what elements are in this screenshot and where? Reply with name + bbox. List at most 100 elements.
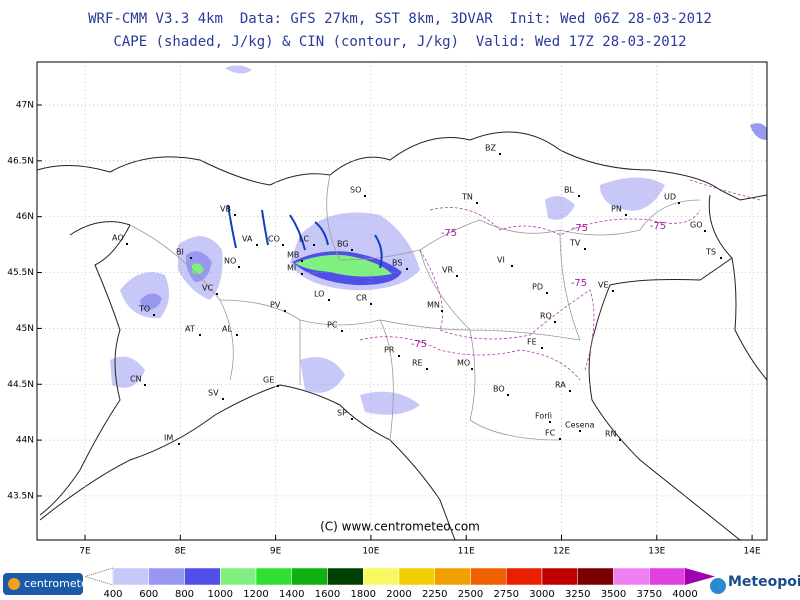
city-label: CO <box>268 235 280 244</box>
slovenia-border <box>708 194 733 259</box>
city-label: AL <box>222 325 232 334</box>
city-marker <box>546 292 548 294</box>
city-label: LC <box>299 235 309 244</box>
contour-label: -75 <box>572 223 588 234</box>
colorbar-label: 600 <box>139 589 158 600</box>
city-label: VE <box>598 281 609 290</box>
city-label: MN <box>427 301 440 310</box>
cape-area <box>295 254 392 277</box>
city-label: BS <box>392 259 402 268</box>
cin-contours <box>359 179 761 381</box>
cape-area <box>600 177 665 211</box>
contour-label: -75 <box>650 221 666 232</box>
city-marker <box>678 202 680 204</box>
alps-border <box>36 131 768 201</box>
city-marker <box>277 385 279 387</box>
colorbar-box <box>649 567 686 586</box>
colorbar-label: 1400 <box>279 589 304 600</box>
city-label: TO <box>138 305 150 314</box>
city-label: TV <box>569 239 581 248</box>
city-label: BL <box>564 186 574 195</box>
colorbar-label: 3500 <box>601 589 626 600</box>
city-marker <box>507 394 509 396</box>
city-label: UD <box>664 193 676 202</box>
city-marker <box>499 153 501 155</box>
city-marker <box>126 243 128 245</box>
city-label: SV <box>208 389 219 398</box>
city-label: MO <box>457 359 470 368</box>
city-label: MI <box>287 264 296 273</box>
cin-contour <box>429 207 701 236</box>
city-label: TS <box>705 248 716 257</box>
city-marker <box>301 273 303 275</box>
city-label: RO <box>540 312 552 321</box>
map-area: AO BI VB VA CO LC SO BZ TN BL PN UD GO TS NO MB BG BS VR VI… <box>36 61 768 541</box>
lakes <box>227 204 383 269</box>
city-label: SP <box>337 409 347 418</box>
colorbar-box <box>577 567 614 586</box>
city-marker <box>199 334 201 336</box>
city-label: Cesena <box>565 421 595 430</box>
colorbar: 400 600 800 1000 1200 1400 1600 1800 2000 2250 250… <box>0 557 800 600</box>
city-marker <box>511 265 513 267</box>
city-label: MB <box>287 251 299 260</box>
city-label: FE <box>527 338 537 347</box>
city-marker <box>569 390 571 392</box>
cape-area <box>360 391 420 415</box>
lon-tick-label: 12E <box>553 547 570 557</box>
colorbar-label: 2500 <box>458 589 483 600</box>
cape-area <box>750 123 767 140</box>
colorbar-box <box>470 567 507 586</box>
city-label: FC <box>545 429 556 438</box>
city-marker <box>559 438 561 440</box>
istria-coast <box>731 257 768 381</box>
city-label: BI <box>176 248 184 257</box>
colorbar-label: 2000 <box>386 589 411 600</box>
colorbar-label: 2750 <box>494 589 519 600</box>
colorbar-box <box>148 567 185 586</box>
logo-text: centrometeo <box>24 577 95 590</box>
city-marker <box>328 299 330 301</box>
city-marker <box>471 368 473 370</box>
colorbar-box <box>613 567 650 586</box>
city-marker <box>190 257 192 259</box>
city-label: VB <box>220 205 231 214</box>
colorbar-box <box>363 567 400 586</box>
city-marker <box>284 310 286 312</box>
city-marker <box>584 248 586 250</box>
logo-icon <box>8 578 20 590</box>
city-label: CN <box>130 375 142 384</box>
colorbar-box <box>184 567 221 586</box>
lat-tick-label: 46N <box>16 212 34 222</box>
ligurian-coast <box>39 384 456 541</box>
borders <box>36 131 768 541</box>
city-label: GE <box>263 376 274 385</box>
city-marker <box>441 310 443 312</box>
lat-tick-label: 47N <box>16 101 34 111</box>
city-marker <box>398 355 400 357</box>
lon-tick-label: 9E <box>270 547 282 557</box>
city-marker <box>301 260 303 262</box>
city-marker <box>282 244 284 246</box>
city-label: VC <box>202 284 213 293</box>
cin-contour <box>419 249 595 371</box>
colorbar-box <box>255 567 292 586</box>
contour-label: -75 <box>441 228 457 239</box>
colorbar-label: 3000 <box>529 589 554 600</box>
city-marker <box>238 266 240 268</box>
lat-tick-label: 45.5N <box>7 268 34 278</box>
city-label: PD <box>532 283 543 292</box>
city-marker <box>341 330 343 332</box>
colorbar-box <box>398 567 435 586</box>
lon-tick-label: 13E <box>648 547 665 557</box>
colorbar-box <box>291 567 328 586</box>
city-label: RN <box>605 430 617 439</box>
city-marker <box>704 230 706 232</box>
colorbar-label: 2250 <box>422 589 447 600</box>
colorbar-high-arrow <box>685 568 715 585</box>
logo-icon <box>710 578 726 594</box>
cape-area <box>140 293 162 311</box>
city-label: NO <box>224 257 236 266</box>
colorbar-box <box>506 567 543 586</box>
cin-contour <box>689 179 761 201</box>
